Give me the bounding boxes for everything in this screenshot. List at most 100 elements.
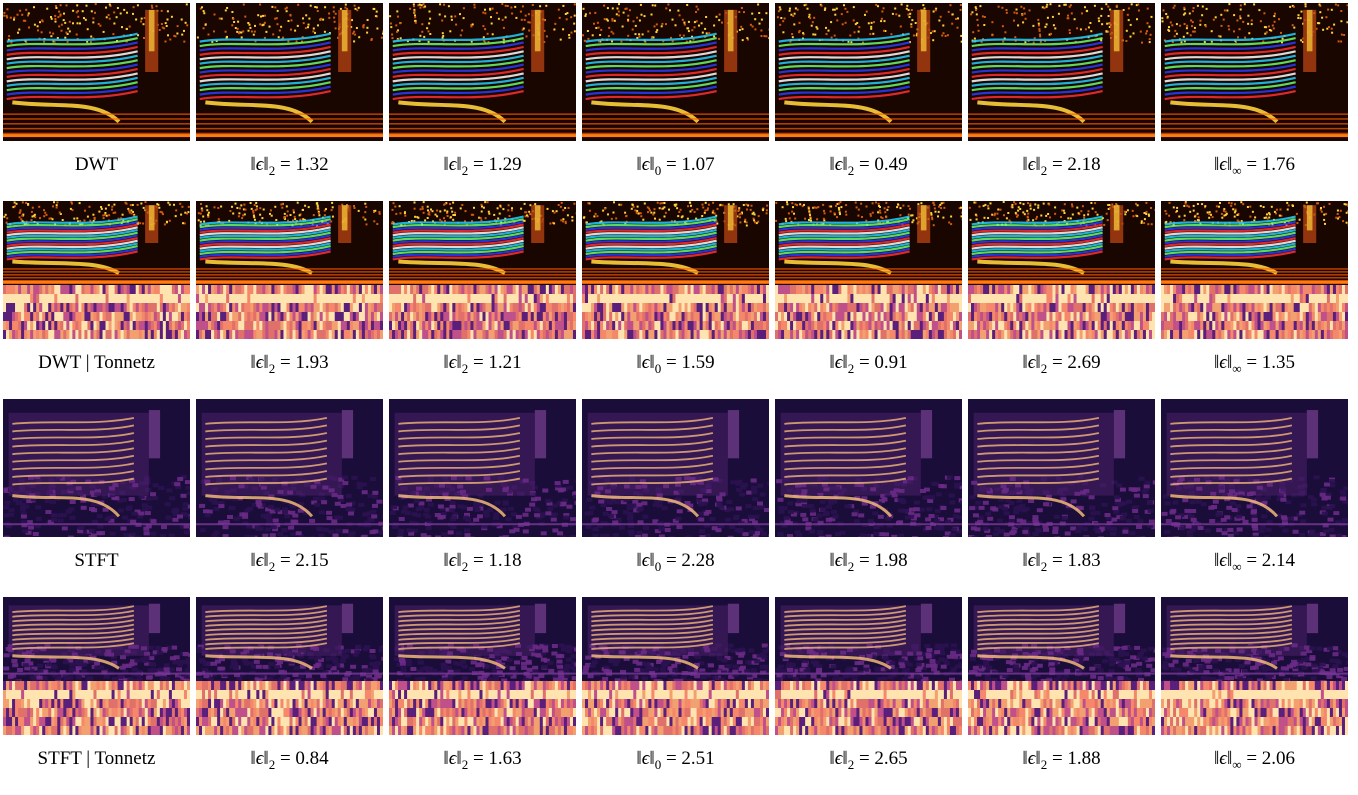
stft-spectrogram-image: [389, 399, 576, 537]
norm-value: 2.15: [295, 550, 328, 571]
perturbation-norm-caption: ‖ϵ‖2 = 2.15: [196, 548, 383, 580]
dwt-spectrogram-image: [1161, 3, 1348, 141]
norm-order-subscript: ∞: [1232, 361, 1241, 376]
epsilon-symbol: ϵ: [1219, 352, 1227, 373]
adversarial-spectrogram-cell: ‖ϵ‖2 = 1.93: [196, 201, 383, 339]
adversarial-spectrogram-cell: ‖ϵ‖∞ = 1.76: [1161, 3, 1348, 141]
norm-value: 1.59: [681, 352, 714, 373]
row-label-text: DWT | Tonnetz: [38, 352, 155, 373]
norm-order-subscript: ∞: [1232, 163, 1241, 178]
perturbation-norm-caption: ‖ϵ‖2 = 1.21: [389, 350, 576, 382]
adversarial-spectrogram-cell: ‖ϵ‖2 = 0.91: [775, 201, 962, 339]
perturbation-norm-caption: ‖ϵ‖∞ = 1.76: [1161, 152, 1348, 184]
perturbation-norm-caption: ‖ϵ‖2 = 2.18: [968, 152, 1155, 184]
equals-sign: =: [468, 550, 488, 571]
perturbation-norm-caption: ‖ϵ‖2 = 1.32: [196, 152, 383, 184]
epsilon-symbol: ϵ: [1219, 550, 1227, 571]
equals-sign: =: [468, 748, 488, 769]
stft-spectrogram-image: [582, 399, 769, 537]
perturbation-norm-caption: ‖ϵ‖2 = 1.88: [968, 746, 1155, 778]
original-spectrogram-cell: STFT: [3, 399, 190, 537]
perturbation-norm-caption: ‖ϵ‖2 = 1.93: [196, 350, 383, 382]
equals-sign: =: [661, 748, 681, 769]
perturbation-norm-caption: ‖ϵ‖∞ = 1.35: [1161, 350, 1348, 382]
adversarial-spectrogram-cell: ‖ϵ‖0 = 2.51: [582, 597, 769, 735]
perturbation-norm-caption: ‖ϵ‖0 = 2.51: [582, 746, 769, 778]
stft-spectrogram-image: [389, 597, 576, 735]
adversarial-spectrogram-cell: ‖ϵ‖∞ = 2.06: [1161, 597, 1348, 735]
equals-sign: =: [1047, 550, 1067, 571]
dwt-spectrogram-image: [389, 3, 576, 141]
adversarial-spectrogram-cell: ‖ϵ‖∞ = 1.35: [1161, 201, 1348, 339]
figure-row: DWT | Tonnetz‖ϵ‖2 = 1.93‖ϵ‖2 = 1.21‖ϵ‖0 …: [3, 201, 1355, 399]
figure-grid: DWT‖ϵ‖2 = 1.32‖ϵ‖2 = 1.29‖ϵ‖0 = 1.07‖ϵ‖2…: [3, 3, 1355, 795]
norm-order-subscript: ∞: [1232, 559, 1241, 574]
norm-value: 1.83: [1067, 550, 1100, 571]
equals-sign: =: [275, 550, 295, 571]
equals-sign: =: [275, 352, 295, 373]
norm-value: 2.06: [1262, 748, 1295, 769]
norm-value: 1.76: [1262, 154, 1295, 175]
equals-sign: =: [1242, 550, 1262, 571]
dwt-spectrogram-image: [775, 3, 962, 141]
norm-value: 1.18: [488, 550, 521, 571]
equals-sign: =: [1242, 748, 1262, 769]
stft-spectrogram-image: [3, 597, 190, 735]
perturbation-norm-caption: ‖ϵ‖2 = 1.83: [968, 548, 1155, 580]
stft-spectrogram-image: [968, 597, 1155, 735]
norm-value: 2.18: [1067, 154, 1100, 175]
adversarial-spectrogram-cell: ‖ϵ‖∞ = 2.14: [1161, 399, 1348, 537]
dwt-spectrogram-image: [1161, 201, 1348, 339]
norm-value: 1.29: [488, 154, 521, 175]
adversarial-spectrogram-cell: ‖ϵ‖2 = 1.83: [968, 399, 1155, 537]
row-label: DWT: [3, 152, 190, 178]
equals-sign: =: [661, 352, 681, 373]
adversarial-spectrogram-cell: ‖ϵ‖2 = 1.18: [389, 399, 576, 537]
dwt-spectrogram-image: [968, 3, 1155, 141]
adversarial-spectrogram-cell: ‖ϵ‖0 = 1.07: [582, 3, 769, 141]
norm-value: 0.84: [295, 748, 328, 769]
original-spectrogram-cell: STFT | Tonnetz: [3, 597, 190, 735]
norm-value: 2.69: [1067, 352, 1100, 373]
stft-spectrogram-image: [1161, 399, 1348, 537]
equals-sign: =: [275, 154, 295, 175]
norm-value: 1.93: [295, 352, 328, 373]
row-label-text: STFT | Tonnetz: [38, 748, 156, 769]
row-label: DWT | Tonnetz: [3, 350, 190, 376]
perturbation-norm-caption: ‖ϵ‖2 = 1.98: [775, 548, 962, 580]
stft-spectrogram-image: [775, 597, 962, 735]
norm-value: 0.91: [874, 352, 907, 373]
norm-value: 1.07: [681, 154, 714, 175]
row-label-text: STFT: [74, 550, 118, 571]
stft-spectrogram-image: [582, 597, 769, 735]
perturbation-norm-caption: ‖ϵ‖2 = 1.29: [389, 152, 576, 184]
stft-spectrogram-image: [3, 399, 190, 537]
adversarial-spectrogram-cell: ‖ϵ‖2 = 2.69: [968, 201, 1155, 339]
adversarial-spectrogram-cell: ‖ϵ‖2 = 1.32: [196, 3, 383, 141]
norm-value: 1.35: [1262, 352, 1295, 373]
equals-sign: =: [1047, 352, 1067, 373]
dwt-spectrogram-image: [775, 201, 962, 339]
perturbation-norm-caption: ‖ϵ‖2 = 0.91: [775, 350, 962, 382]
equals-sign: =: [854, 748, 874, 769]
equals-sign: =: [661, 154, 681, 175]
stft-spectrogram-image: [1161, 597, 1348, 735]
perturbation-norm-caption: ‖ϵ‖∞ = 2.14: [1161, 548, 1348, 580]
row-label: STFT | Tonnetz: [3, 746, 190, 772]
dwt-spectrogram-image: [196, 201, 383, 339]
perturbation-norm-caption: ‖ϵ‖2 = 1.18: [389, 548, 576, 580]
row-label-text: DWT: [75, 154, 118, 175]
adversarial-spectrogram-cell: ‖ϵ‖2 = 1.21: [389, 201, 576, 339]
equals-sign: =: [468, 352, 488, 373]
adversarial-spectrogram-cell: ‖ϵ‖0 = 2.28: [582, 399, 769, 537]
norm-value: 1.32: [295, 154, 328, 175]
adversarial-spectrogram-cell: ‖ϵ‖2 = 1.98: [775, 399, 962, 537]
norm-value: 1.98: [874, 550, 907, 571]
norm-value: 2.28: [681, 550, 714, 571]
row-label: STFT: [3, 548, 190, 574]
adversarial-spectrogram-cell: ‖ϵ‖2 = 2.18: [968, 3, 1155, 141]
dwt-spectrogram-image: [389, 201, 576, 339]
epsilon-symbol: ϵ: [1219, 154, 1227, 175]
equals-sign: =: [1047, 748, 1067, 769]
adversarial-spectrogram-cell: ‖ϵ‖2 = 1.63: [389, 597, 576, 735]
